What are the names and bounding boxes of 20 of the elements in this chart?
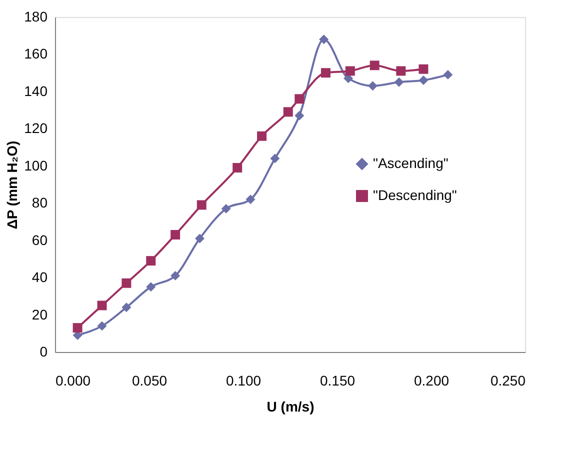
x-tick-label: 0.000 bbox=[56, 372, 91, 388]
x-axis-title: U (m/s) bbox=[266, 398, 314, 414]
y-tick-label: 140 bbox=[24, 82, 48, 99]
legend-label: "Descending" bbox=[373, 187, 457, 203]
x-tick-label: 0.250 bbox=[490, 372, 526, 388]
y-tick-label: 20 bbox=[32, 306, 48, 322]
x-tick-label: 0.050 bbox=[132, 372, 168, 388]
legend-label: "Ascending" bbox=[373, 155, 448, 171]
y-tick-label: 60 bbox=[32, 232, 48, 248]
y-tick-label: 100 bbox=[24, 157, 48, 174]
y-tick-label: 120 bbox=[24, 120, 48, 136]
x-tick-label: 0.150 bbox=[320, 372, 356, 388]
x-tick-label: 0.100 bbox=[226, 372, 262, 388]
y-tick-label: 0 bbox=[40, 344, 48, 360]
x-tick-label: 0.200 bbox=[414, 372, 450, 388]
y-tick-label: 80 bbox=[32, 194, 48, 211]
y-axis-title: ΔP (mm H₂O) bbox=[4, 140, 20, 230]
y-tick-label: 40 bbox=[32, 269, 48, 286]
y-tick-label: 180 bbox=[24, 8, 48, 24]
y-tick-label: 160 bbox=[24, 46, 48, 62]
